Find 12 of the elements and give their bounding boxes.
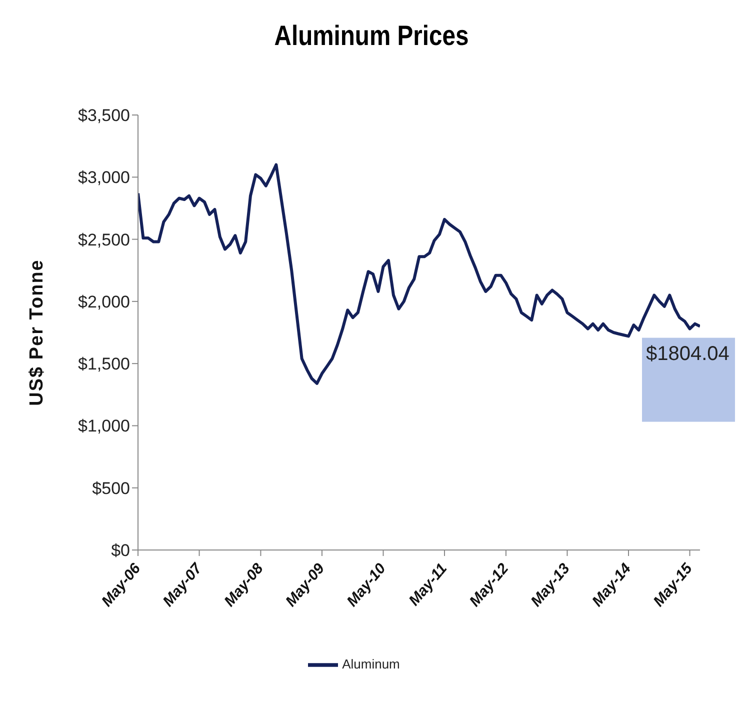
y-tick-label: $3,000 (78, 168, 130, 188)
chart-title: Aluminum Prices (273, 20, 470, 53)
y-tick-label: $500 (92, 478, 130, 498)
y-tick-label: $2,500 (78, 230, 130, 250)
annotation: $1804.04 (646, 342, 730, 365)
y-tick-label: $3,500 (78, 106, 130, 126)
y-tick-label: $1,000 (78, 416, 130, 436)
y-axis-title: US$ Per Tonne (26, 259, 48, 406)
y-tick-label: $2,000 (78, 292, 130, 312)
y-tick-label: $0 (111, 541, 130, 560)
legend-label: Aluminum (342, 656, 400, 672)
y-tick-label: $1,500 (78, 354, 130, 374)
